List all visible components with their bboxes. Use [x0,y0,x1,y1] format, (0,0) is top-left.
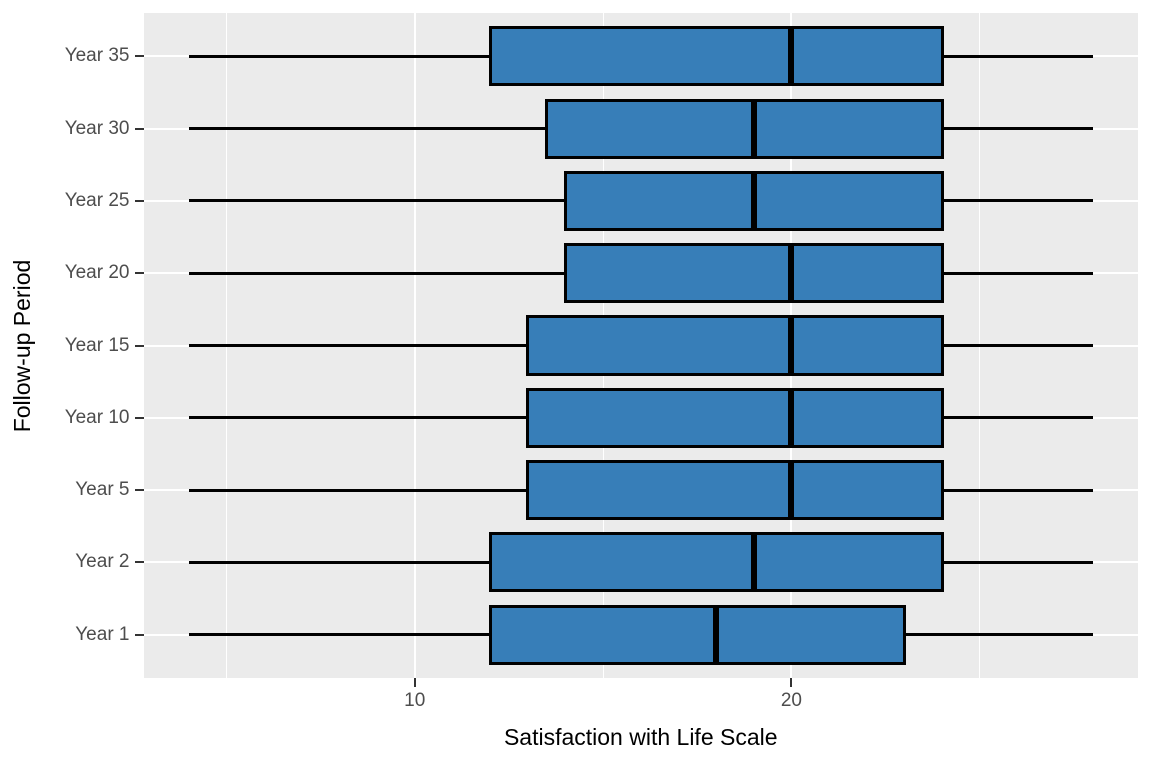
median-year-2 [750,532,757,593]
whisker-upper-year-20 [942,271,1093,275]
y-tick-label-year-5: Year 5 [75,479,130,501]
y-tick-label-year-1: Year 1 [75,623,130,645]
whisker-lower-year-5 [188,488,528,492]
whisker-upper-year-25 [942,199,1093,203]
y-tick-label-year-30: Year 30 [64,117,130,139]
whisker-lower-year-30 [188,127,547,131]
median-year-1 [713,604,720,665]
y-tick-label-year-2: Year 2 [75,551,130,573]
whisker-lower-year-2 [188,560,491,564]
median-year-30 [750,98,757,159]
box-year-1 [488,604,906,665]
x-axis-title: Satisfaction with Life Scale [503,724,778,750]
plot-panel [143,13,1138,678]
whisker-lower-year-20 [188,271,566,275]
x-tick-mark-10 [413,678,416,687]
y-tick-mark-year-15 [135,344,144,347]
y-tick-mark-year-10 [135,416,144,419]
y-tick-mark-year-2 [135,561,144,564]
box-year-35 [488,26,944,87]
y-tick-label-year-10: Year 10 [64,406,130,428]
box-year-2 [488,532,944,593]
x-tick-label-10: 10 [404,690,426,711]
y-tick-label-year-25: Year 25 [64,189,130,211]
median-year-35 [788,26,795,87]
whisker-upper-year-2 [942,560,1093,564]
y-tick-mark-year-30 [135,127,144,130]
whisker-upper-year-35 [942,54,1093,58]
whisker-lower-year-25 [188,199,566,203]
y-tick-label-year-15: Year 15 [64,334,130,356]
y-axis-title: Follow-up Period [9,259,35,432]
y-tick-mark-year-20 [135,272,144,275]
y-tick-label-year-35: Year 35 [64,45,130,67]
y-tick-mark-year-1 [135,633,144,636]
box-year-30 [545,98,944,159]
whisker-upper-year-30 [942,127,1093,131]
median-year-25 [750,170,757,232]
whisker-lower-year-15 [188,344,528,347]
whisker-upper-year-5 [942,488,1093,492]
y-tick-label-year-20: Year 20 [64,262,130,284]
x-tick-label-20: 20 [780,690,802,711]
whisker-lower-year-10 [188,416,528,420]
box-year-5 [526,459,944,521]
whisker-lower-year-35 [188,54,491,58]
box-year-15 [526,315,944,376]
y-tick-mark-year-5 [135,489,144,492]
box-year-20 [563,243,944,304]
median-year-15 [788,315,795,376]
whisker-lower-year-1 [188,633,491,637]
whisker-upper-year-15 [942,344,1093,347]
whisker-upper-year-10 [942,416,1093,420]
box-year-10 [526,387,944,448]
median-year-5 [788,459,795,521]
median-year-10 [788,387,795,448]
median-year-20 [788,243,795,304]
whisker-upper-year-1 [904,633,1093,637]
y-tick-mark-year-25 [135,199,144,202]
x-tick-mark-20 [790,678,793,687]
y-tick-mark-year-35 [135,55,144,58]
